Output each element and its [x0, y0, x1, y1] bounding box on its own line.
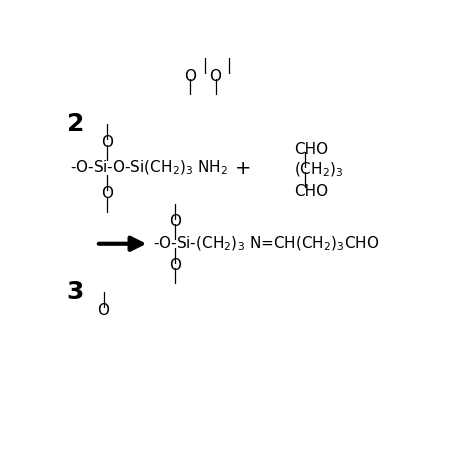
Text: |: | [302, 152, 307, 168]
Text: O: O [101, 186, 113, 201]
Text: O: O [97, 303, 109, 318]
Text: |: | [173, 268, 178, 284]
Text: -O-Si-(CH$_2$)$_3$ N=CH(CH$_2$)$_3$CHO: -O-Si-(CH$_2$)$_3$ N=CH(CH$_2$)$_3$CHO [153, 235, 379, 253]
Text: O: O [169, 258, 181, 273]
Text: |: | [187, 79, 192, 95]
Text: |: | [104, 124, 109, 140]
Text: CHO: CHO [294, 143, 328, 157]
Text: (CH$_2$)$_3$: (CH$_2$)$_3$ [294, 161, 344, 179]
Text: |: | [104, 197, 109, 213]
Text: |: | [101, 292, 106, 308]
Text: |: | [104, 175, 109, 191]
Text: |: | [302, 172, 307, 188]
Text: 2: 2 [66, 112, 84, 137]
Text: O: O [169, 214, 181, 229]
Text: O: O [183, 70, 196, 84]
Text: -O-Si-O-Si(CH$_2$)$_3$ NH$_2$: -O-Si-O-Si(CH$_2$)$_3$ NH$_2$ [70, 159, 228, 177]
Text: +: + [235, 159, 251, 178]
Text: O: O [101, 135, 113, 150]
Text: |: | [173, 204, 178, 220]
Text: CHO: CHO [294, 184, 328, 199]
Text: |: | [173, 224, 178, 240]
Text: O: O [210, 70, 221, 84]
Text: |: | [104, 145, 109, 161]
Text: |: | [202, 58, 207, 74]
Text: |: | [213, 79, 218, 95]
Text: |: | [226, 58, 231, 74]
Text: |: | [173, 248, 178, 264]
Text: 3: 3 [66, 280, 84, 304]
